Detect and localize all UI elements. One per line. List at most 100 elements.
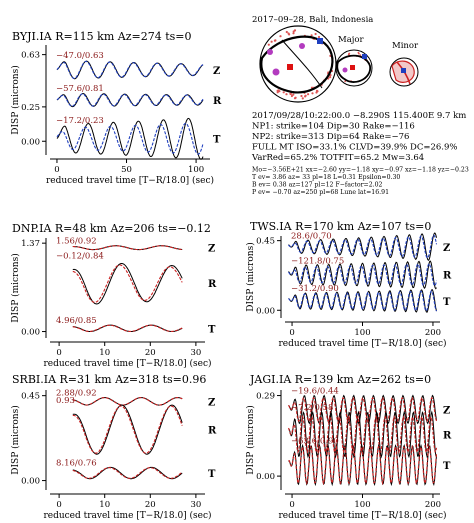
shift-fit-annotation: −7.2/0.58 xyxy=(291,403,333,413)
shift-fit-annotation: 4.96/0.85 xyxy=(56,316,97,326)
moment-tensor-line: Mo=−3.56E+21 xx=−2.60 yy=−1.18 xy=−0.97 … xyxy=(252,167,469,174)
panel-title: BYJI.IA R=115 km Az=274 ts=0 xyxy=(12,30,192,43)
shift-fit-annotation: 1.56/0.92 xyxy=(56,237,97,247)
beachball-dot xyxy=(300,95,302,97)
beachball-dot xyxy=(307,93,309,95)
y-tick-label: 0.00 xyxy=(256,306,275,316)
panel-dnp: DNP.IA R=48 km Az=206 ts=−0.120 10 20 301.3… xyxy=(10,222,217,369)
p-axis-marker xyxy=(287,64,293,70)
y-axis-label: DISP (microns) xyxy=(10,405,21,474)
panel-title: TWS.IA R=170 km Az=107 ts=0 xyxy=(250,220,431,233)
beachball-dot xyxy=(268,44,270,46)
panel-title: SRBI.IA R=31 km Az=318 ts=0.96 xyxy=(12,373,206,386)
component-label: R xyxy=(443,430,452,441)
event-info-line: NP1: strike=104 Dip=30 Rake=−116 xyxy=(252,122,415,132)
x-tick-label: 20 xyxy=(145,500,156,510)
event-info-panel: 2017–09–28, Bali, Indonesia Major Minor xyxy=(251,15,469,196)
beachball-dot xyxy=(311,92,313,94)
component-label: T xyxy=(208,469,216,480)
full-mt-beachball xyxy=(260,26,336,102)
observed-trace-T xyxy=(73,467,182,478)
shift-fit-annotation: 28.6/0.70 xyxy=(291,232,332,242)
x-tick-label: 0 xyxy=(56,500,61,510)
panel-title: JAGI.IA R=139 km Az=262 ts=0 xyxy=(249,373,431,386)
beachball-dot xyxy=(348,53,350,55)
y-axis-label: DISP (microns) xyxy=(10,65,21,134)
y-axis-label: DISP (microns) xyxy=(245,405,256,474)
y-tick-label: 0.25 xyxy=(21,103,40,113)
beachball-dot xyxy=(274,39,276,41)
shift-fit-annotation: −63.6/0.90 xyxy=(291,437,339,447)
y-tick-label: 0.29 xyxy=(256,392,275,402)
beachball-dot xyxy=(285,93,287,95)
x-axis-label: reduced travel time [T−R/18.0] (sec) xyxy=(43,510,211,521)
beachball-dot xyxy=(294,97,296,99)
beachball-dot xyxy=(315,33,317,35)
synthetic-trace-T xyxy=(289,447,437,484)
beachball-dot xyxy=(311,34,313,36)
event-info-line: 2017/09/28/10:22:00.0 −8.290S 115.400E 9… xyxy=(252,111,466,121)
major-dc-beachball: Major xyxy=(336,35,372,86)
component-label: R xyxy=(208,279,217,290)
y-tick-label: 0.00 xyxy=(256,472,275,482)
x-tick-label: 100 xyxy=(188,165,204,175)
y-axis-label: DISP (microns) xyxy=(10,253,21,322)
beachball-dot xyxy=(292,94,294,96)
shift-fit-annotation: 0.93 xyxy=(56,396,75,406)
minor-beachball: Minor xyxy=(390,41,419,86)
moment-tensor-line: P ev= −0.70 az=250 pl=68 Lune lat=16.91 xyxy=(252,189,389,196)
component-label: Z xyxy=(208,244,215,255)
x-tick-label: 0 xyxy=(54,165,59,175)
y-tick-label: 0.63 xyxy=(21,51,40,61)
component-label: Z xyxy=(208,397,215,408)
event-header: 2017–09–28, Bali, Indonesia xyxy=(252,15,373,25)
shift-fit-annotation: −0.12/0.84 xyxy=(56,252,104,262)
x-tick-label: 30 xyxy=(190,500,201,510)
component-label: T xyxy=(443,461,451,472)
beachball-dot xyxy=(271,41,273,43)
component-label: Z xyxy=(213,66,220,77)
panel-tws: TWS.IA R=170 km Az=107 ts=0 0 100 200 0.45 0.… xyxy=(245,220,452,349)
beachball-dot xyxy=(277,90,279,92)
beachball-dot xyxy=(279,35,281,37)
panel-jag: JAGI.IA R=139 km Az=262 ts=0 0 100 200 0.29 0… xyxy=(245,373,452,521)
beachball-dot xyxy=(288,33,290,35)
panel-title: DNP.IA R=48 km Az=206 ts=−0.12 xyxy=(12,222,211,235)
x-tick-label: 10 xyxy=(99,348,110,358)
beachball-dot xyxy=(302,97,304,99)
component-label: T xyxy=(213,135,221,146)
shift-fit-annotation: −31.2/0.90 xyxy=(291,284,339,294)
event-info-line: VarRed=65.2% TOTFIT=65.2 Mw=3.64 xyxy=(251,153,424,163)
synthetic-trace-R xyxy=(289,264,437,286)
x-tick-label: 0 xyxy=(289,328,294,338)
beachball-dot xyxy=(293,30,295,32)
x-axis-label: reduced travel time [T−R/18.0] (sec) xyxy=(43,358,211,369)
synthetic-trace-Z xyxy=(57,61,203,78)
x-tick-label: 100 xyxy=(354,328,370,338)
x-tick-label: 10 xyxy=(99,500,110,510)
component-label: T xyxy=(443,297,451,308)
component-label: Z xyxy=(443,243,450,254)
component-label: R xyxy=(443,271,452,282)
moment-tensor-line: T ev= 3.86 az= 33 pl=18 L=0.31 Epsilon=0… xyxy=(252,174,400,181)
beachball-dot xyxy=(286,31,288,33)
y-tick-label: 0.00 xyxy=(21,137,40,147)
x-tick-label: 0 xyxy=(289,500,294,510)
beachball-dot xyxy=(316,90,318,92)
major-label: Major xyxy=(338,35,365,45)
beachball-dot xyxy=(358,53,360,55)
shift-fit-annotation: −57.6/0.81 xyxy=(56,84,104,94)
y-tick-label: 0.00 xyxy=(21,328,40,338)
y-axis-label: DISP (microns) xyxy=(245,242,256,311)
event-info-line: FULL MT ISO=33.1% CLVD=39.9% DC=26.9% xyxy=(252,143,457,153)
x-tick-label: 20 xyxy=(145,348,156,358)
y-tick-label: 0.45 xyxy=(21,392,40,402)
x-axis-label: reduced travel time [T−R/18.0] (sec) xyxy=(278,338,446,349)
component-label: Z xyxy=(443,405,450,416)
y-tick-label: 0.45 xyxy=(256,237,275,247)
x-tick-label: 30 xyxy=(190,348,201,358)
x-tick-label: 200 xyxy=(425,328,441,338)
y-tick-label: 1.37 xyxy=(21,239,40,249)
beachball-dot xyxy=(305,95,307,97)
x-tick-label: 50 xyxy=(121,165,132,175)
